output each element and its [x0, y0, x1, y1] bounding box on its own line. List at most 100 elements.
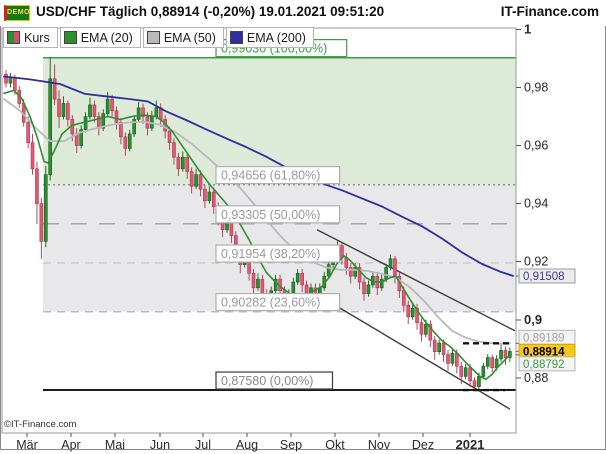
candle-body [481, 365, 486, 377]
candle-body [251, 273, 256, 289]
candle-body [114, 110, 119, 123]
candle-body [384, 267, 388, 280]
candle-body [410, 307, 415, 318]
plot-group [3, 56, 516, 410]
candle-body [499, 349, 503, 360]
y-tick-label: 1 [524, 22, 531, 36]
candle-body [415, 307, 419, 323]
candle-body [300, 273, 304, 286]
candle-body [101, 113, 106, 129]
fib-label-text: 0,93305 (50,00%) [221, 208, 320, 222]
fib-label-text: 0,94656 (61,80%) [221, 169, 320, 183]
candle-body [503, 349, 508, 358]
x-tick-label: Nov [368, 438, 391, 452]
candle-body [357, 267, 362, 283]
candle-body [485, 357, 490, 367]
candle-body [198, 174, 203, 190]
candle-body [450, 352, 455, 364]
demo-badge: DEMO [4, 5, 30, 21]
candle-body [132, 119, 136, 135]
fib-label-text: 0,87580 (0,00%) [221, 374, 313, 388]
candle-body [105, 98, 110, 114]
legend-item-kurs[interactable]: Kurs [3, 27, 58, 48]
candle-body [446, 354, 450, 364]
candle-body [419, 322, 424, 335]
candle-body [260, 278, 265, 294]
fib-label-box [215, 371, 334, 390]
ema-line-50 [3, 98, 511, 345]
x-tick-label: Sep [280, 438, 302, 452]
candle-body [141, 107, 145, 117]
legend-item-ema50[interactable]: EMA (50) [142, 27, 224, 48]
price-label-text: 0,89189 [523, 332, 565, 344]
candle-body [366, 284, 371, 294]
candle-body [437, 342, 441, 353]
candle-body [353, 267, 357, 277]
y-tick-label: 0,96 [524, 139, 548, 153]
candle-body [291, 281, 296, 294]
x-tick-label: Mai [105, 438, 125, 452]
candle-body [136, 107, 141, 120]
candle-body [172, 142, 176, 158]
candle-body [203, 188, 207, 202]
price-label-text: 0,88792 [523, 359, 565, 371]
y-tick-label: 0,9 [524, 312, 542, 327]
candle-body [326, 264, 331, 277]
ema-line-20 [3, 89, 511, 381]
candle-body [441, 342, 446, 355]
x-tick-label: Apr [61, 438, 80, 452]
candle-body [207, 191, 212, 202]
candle-body [57, 98, 61, 117]
fib-label-box [215, 292, 341, 312]
brand-link[interactable]: IT-Finance.com [500, 4, 599, 19]
y-tick-label: 0,88 [524, 371, 548, 385]
candle-body [295, 273, 300, 283]
candle-body [340, 245, 344, 258]
candle-body [4, 74, 8, 84]
candle-body [428, 323, 433, 341]
candle-body [52, 78, 57, 100]
x-tick-label: Mär [16, 438, 38, 452]
fib-band [43, 57, 516, 185]
candle-body [119, 122, 123, 138]
chart-title: USD/CHF Täglich 0,88914 (-0,20%) 19.01.2… [36, 4, 385, 19]
chart-header: DEMO USD/CHF Täglich 0,88914 (-0,20%) 19… [0, 0, 606, 26]
price-label-text: 0,88914 [523, 346, 565, 358]
legend-item-ema200[interactable]: EMA (200) [225, 27, 314, 48]
candle-body [455, 352, 459, 367]
x-tick-label: Jun [150, 438, 170, 452]
x-tick-label: Aug [236, 438, 258, 452]
candle-body [127, 133, 132, 149]
candle-body [406, 304, 411, 318]
ema50-color-chip [146, 31, 160, 44]
fib-label-box [215, 166, 341, 185]
legend-label: Kurs [24, 30, 50, 45]
candle-body [154, 107, 159, 117]
legend-label: EMA (50) [163, 30, 216, 45]
candle-body [48, 78, 53, 175]
trendline [339, 307, 511, 410]
candle-body [61, 103, 66, 117]
x-tick-label: 2021 [456, 437, 485, 452]
price-label-box [518, 356, 576, 372]
kurs-color-chip [7, 31, 20, 44]
candle-body [379, 278, 384, 289]
candle-body [13, 77, 17, 91]
candle-body [35, 168, 39, 204]
y-tick-label: 0,92 [524, 255, 548, 269]
candle-body [189, 171, 194, 187]
candle-body [92, 104, 97, 117]
candle-body [43, 174, 48, 242]
price-label-box [518, 268, 576, 284]
trendline [316, 229, 516, 332]
candle-body [26, 122, 30, 143]
ema200-color-chip [229, 31, 243, 44]
fib-label-box [215, 244, 341, 263]
candle-body [66, 103, 70, 120]
candle-body [110, 98, 114, 112]
legend-item-ema20[interactable]: EMA (20) [59, 27, 141, 48]
candle-body [424, 323, 428, 335]
candle-body [388, 258, 393, 268]
candle-body [401, 290, 406, 306]
